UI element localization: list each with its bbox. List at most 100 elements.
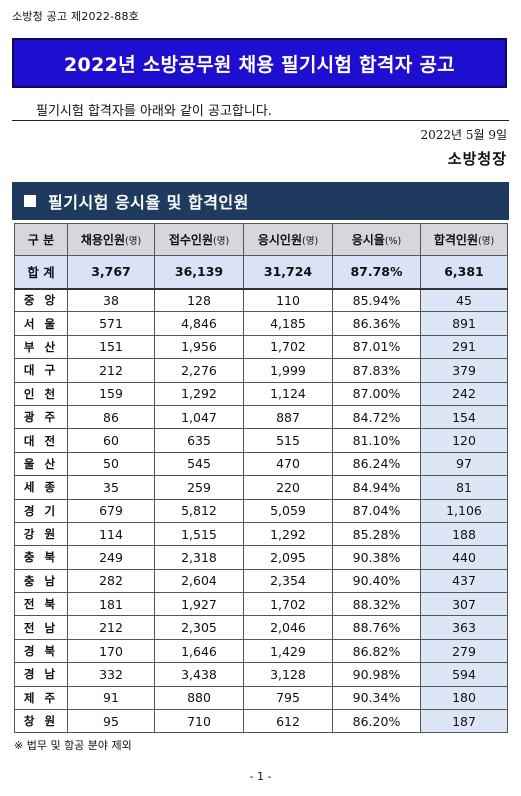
cell-applied: 1,646 [154,638,244,664]
cell-rate: 84.72% [332,404,421,430]
cell-region: 서 울 [14,311,68,336]
cell-recruit: 571 [67,311,155,336]
cell-region: 강 원 [14,521,68,547]
cell-tested: 110 [243,287,333,313]
cell-passed: 291 [420,334,508,360]
cell-tested: 887 [243,404,333,430]
cell-passed: 188 [420,521,508,547]
cell-passed: 81 [420,475,508,500]
cell-tested: 795 [243,685,333,711]
cell-region: 울 산 [14,451,68,477]
cell-passed: 440 [420,545,508,570]
cell-rate: 87.01% [332,334,421,360]
cell-applied: 128 [154,287,244,313]
cell-applied: 259 [154,475,244,500]
cell-applied: 635 [154,428,244,453]
cell-rate: 85.28% [332,521,421,547]
cell-applied: 2,305 [154,615,244,640]
cell-rate: 86.82% [332,638,421,664]
cell-region: 대 구 [14,358,68,383]
cell-passed: 363 [420,615,508,640]
cell-tested: 1,702 [243,334,333,360]
cell-region: 부 산 [14,334,68,360]
total-tested: 31,724 [243,255,333,290]
total-applied: 36,139 [154,255,244,290]
issuer: 소방청장 [447,150,507,168]
cell-recruit: 60 [67,428,155,453]
cell-rate: 88.32% [332,592,421,617]
cell-applied: 710 [154,709,244,734]
cell-passed: 187 [420,709,508,734]
cell-applied: 1,956 [154,334,244,360]
cell-tested: 220 [243,475,333,500]
cell-region: 충 남 [14,568,68,594]
table-header-row: 구 분 채용인원(명) 접수인원(명) 응시인원(명) 응시율(%) 합격인원(… [14,223,508,256]
cell-region: 중 앙 [14,287,68,313]
table-row: 전 북 181 1,927 1,702 88.32% 307 [14,592,508,617]
section-header: 필기시험 응시율 및 합격인원 [12,182,509,220]
cell-tested: 515 [243,428,333,453]
cell-rate: 81.10% [332,428,421,453]
table-row: 인 천 159 1,292 1,124 87.00% 242 [14,381,508,406]
cell-recruit: 159 [67,381,155,406]
total-region: 합 계 [14,255,68,290]
header-region: 구 분 [14,223,68,256]
table-row: 경 북 170 1,646 1,429 86.82% 279 [14,638,508,664]
cell-recruit: 170 [67,638,155,664]
cell-tested: 1,999 [243,358,333,383]
cell-recruit: 212 [67,358,155,383]
cell-recruit: 86 [67,404,155,430]
divider [12,120,509,121]
cell-passed: 120 [420,428,508,453]
section-title: 필기시험 응시율 및 합격인원 [48,193,249,212]
table-row: 부 산 151 1,956 1,702 87.01% 291 [14,334,508,360]
table-row: 광 주 86 1,047 887 84.72% 154 [14,404,508,430]
cell-recruit: 95 [67,709,155,734]
cell-applied: 1,292 [154,381,244,406]
page-number: - 1 - [249,770,272,783]
cell-passed: 1,106 [420,498,508,523]
cell-region: 세 종 [14,475,68,500]
cell-applied: 1,515 [154,521,244,547]
table-row: 서 울 571 4,846 4,185 86.36% 891 [14,311,508,336]
cell-region: 경 남 [14,662,68,687]
header-tested: 응시인원(명) [243,223,333,256]
total-rate: 87.78% [332,255,421,290]
cell-applied: 2,604 [154,568,244,594]
square-bullet-icon [24,195,36,207]
cell-passed: 180 [420,685,508,711]
table-row: 충 북 249 2,318 2,095 90.38% 440 [14,545,508,570]
cell-applied: 1,047 [154,404,244,430]
cell-rate: 90.38% [332,545,421,570]
cell-recruit: 679 [67,498,155,523]
cell-recruit: 212 [67,615,155,640]
cell-region: 창 원 [14,709,68,734]
cell-tested: 2,046 [243,615,333,640]
cell-tested: 5,059 [243,498,333,523]
table-row: 경 기 679 5,812 5,059 87.04% 1,106 [14,498,508,523]
cell-applied: 5,812 [154,498,244,523]
cell-recruit: 151 [67,334,155,360]
cell-rate: 86.24% [332,451,421,477]
footnote: ※ 법무 및 항공 분야 제외 [14,739,132,752]
cell-rate: 84.94% [332,475,421,500]
title-banner: 2022년 소방공무원 채용 필기시험 합격자 공고 [12,38,507,88]
cell-region: 전 북 [14,592,68,617]
cell-rate: 90.34% [332,685,421,711]
cell-recruit: 282 [67,568,155,594]
table-row: 전 남 212 2,305 2,046 88.76% 363 [14,615,508,640]
table-row: 대 구 212 2,276 1,999 87.83% 379 [14,358,508,383]
cell-passed: 307 [420,592,508,617]
cell-rate: 87.04% [332,498,421,523]
cell-tested: 612 [243,709,333,734]
cell-region: 광 주 [14,404,68,430]
table-row: 창 원 95 710 612 86.20% 187 [14,709,508,734]
cell-tested: 2,095 [243,545,333,570]
cell-recruit: 35 [67,475,155,500]
notice-date: 2022년 5월 9일 [420,128,507,142]
cell-recruit: 91 [67,685,155,711]
cell-applied: 1,927 [154,592,244,617]
results-table: 구 분 채용인원(명) 접수인원(명) 응시인원(명) 응시율(%) 합격인원(… [14,223,508,734]
table-row: 제 주 91 880 795 90.34% 180 [14,685,508,711]
cell-recruit: 38 [67,287,155,313]
